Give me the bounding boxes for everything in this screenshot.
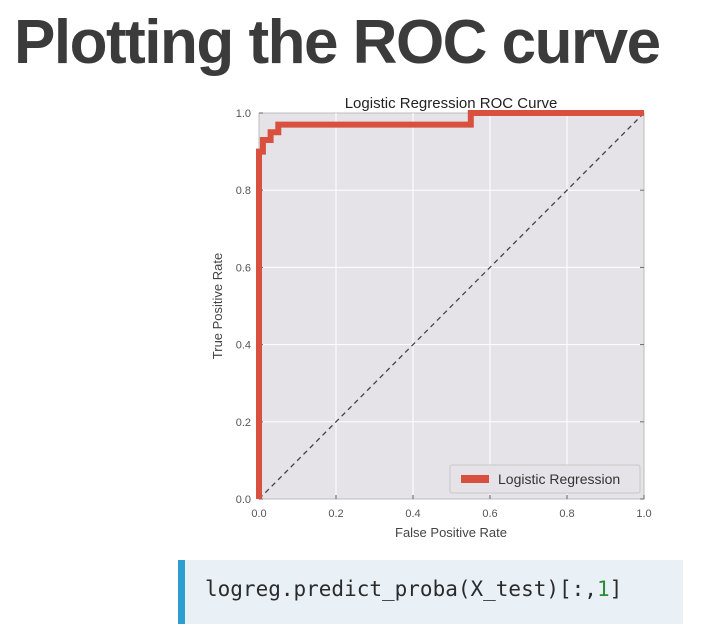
y-tick-label: 0.6 — [236, 262, 251, 274]
code-prefix: logreg.predict_proba(X_test)[:, — [205, 577, 597, 601]
axis-ticks: 0.0 0.2 0.4 0.6 0.8 1.0 0.0 0.2 0.4 0.6 0.8 1.0 — [236, 108, 652, 520]
chance-diagonal-line — [258, 112, 645, 500]
roc-curve-line — [256, 110, 644, 499]
x-tick-label: 0.0 — [251, 508, 266, 520]
x-tick-label: 0.2 — [328, 508, 343, 520]
legend-swatch — [461, 475, 489, 483]
x-axis-label: False Positive Rate — [395, 525, 507, 540]
roc-chart: 0.0 0.2 0.4 0.6 0.8 1.0 0.0 0.2 0.4 0.6 0.8 1.0 Log… — [210, 95, 652, 540]
y-axis-label: True Positive Rate — [210, 253, 225, 359]
grid-lines — [259, 113, 644, 499]
code-index-number: 1 — [596, 577, 610, 601]
legend-box — [449, 464, 641, 494]
y-tick-label: 0.2 — [236, 417, 251, 429]
y-tick-label: 0.0 — [236, 494, 251, 506]
code-snippet-box: logreg.predict_proba(X_test)[:,1] — [178, 560, 683, 624]
x-tick-label: 0.6 — [482, 508, 497, 520]
legend: Logistic Regression — [449, 464, 641, 494]
y-tick-label: 0.8 — [236, 185, 251, 197]
x-tick-label: 1.0 — [636, 508, 651, 520]
chart-title: Logistic Regression ROC Curve — [345, 95, 558, 112]
code-snippet: logreg.predict_proba(X_test)[:,1] — [205, 577, 622, 601]
x-tick-label: 0.4 — [405, 508, 420, 520]
x-tick-label: 0.8 — [559, 508, 574, 520]
y-tick-label: 0.4 — [236, 340, 251, 352]
slide-title: Plotting the ROC curve — [14, 8, 661, 77]
y-tick-label: 1.0 — [236, 108, 251, 120]
legend-label: Logistic Regression — [498, 471, 620, 487]
code-suffix: ] — [609, 577, 623, 601]
